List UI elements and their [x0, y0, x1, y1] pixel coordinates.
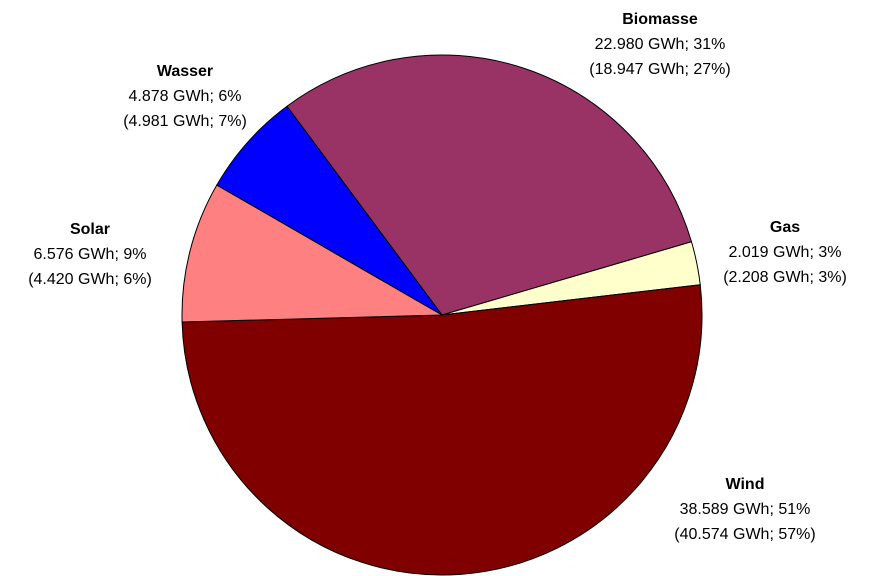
value-label: 4.878 GWh; 6%	[129, 88, 242, 105]
pie-slice	[181, 184, 444, 323]
slice-name: Solar	[70, 221, 110, 238]
value-label: 2.019 GWh; 3%	[729, 244, 842, 261]
pie-slice	[216, 105, 443, 316]
prior-value-label: (4.420 GWh; 6%)	[28, 271, 152, 288]
slice-name: Wind	[726, 476, 765, 493]
value-label: 6.576 GWh; 9%	[34, 246, 147, 263]
value-label: 38.589 GWh; 51%	[680, 501, 811, 518]
prior-value-label: (18.947 GWh; 27%)	[589, 61, 730, 78]
pie-slice	[286, 54, 693, 316]
slice-name: Gas	[770, 219, 800, 236]
prior-value-label: (4.981 GWh; 7%)	[123, 113, 247, 130]
slice-name: Biomasse	[622, 11, 698, 28]
pie-slice	[181, 284, 703, 576]
prior-value-label: (40.574 GWh; 57%)	[674, 526, 815, 543]
prior-value-label: (2.208 GWh; 3%)	[723, 269, 847, 286]
value-label: 22.980 GWh; 31%	[595, 36, 726, 53]
slice-name: Wasser	[157, 63, 213, 80]
